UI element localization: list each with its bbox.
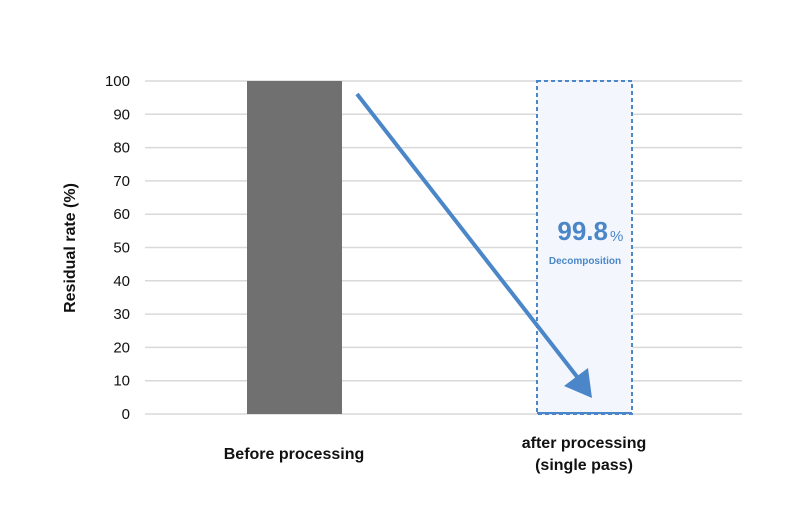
y-tick-label: 50 — [113, 240, 130, 257]
y-tick-label: 100 — [105, 73, 130, 90]
y-tick-label: 60 — [113, 206, 130, 223]
annotation-unit: % — [610, 228, 623, 245]
y-tick-label: 40 — [113, 273, 130, 290]
decrease-arrow-line — [355, 92, 580, 380]
y-tick-label: 70 — [113, 173, 130, 190]
y-tick-label: 30 — [113, 306, 130, 323]
category-label-after-line2: (single pass) — [535, 457, 633, 474]
bars — [247, 81, 632, 414]
decrease-arrow-head — [564, 368, 592, 398]
bar-after — [537, 412, 632, 414]
y-tick-label: 10 — [113, 373, 130, 390]
category-label-before: Before processing — [224, 446, 364, 463]
y-tick-label: 20 — [113, 339, 130, 356]
y-tick-label: 0 — [122, 406, 130, 423]
annotation-label: Decomposition — [549, 256, 621, 267]
y-tick-label: 90 — [113, 106, 130, 123]
annotation-value: 99.8 — [557, 216, 608, 246]
y-tick-label: 80 — [113, 140, 130, 157]
y-tick-labels: 0 10 20 30 40 50 60 70 80 90 100 — [105, 73, 130, 423]
y-axis-label: Residual rate (%) — [62, 183, 79, 313]
gridlines — [145, 80, 742, 415]
category-label-after-line1: after processing — [522, 435, 646, 452]
bar-before — [247, 81, 342, 414]
after-highlight-box — [536, 80, 633, 415]
